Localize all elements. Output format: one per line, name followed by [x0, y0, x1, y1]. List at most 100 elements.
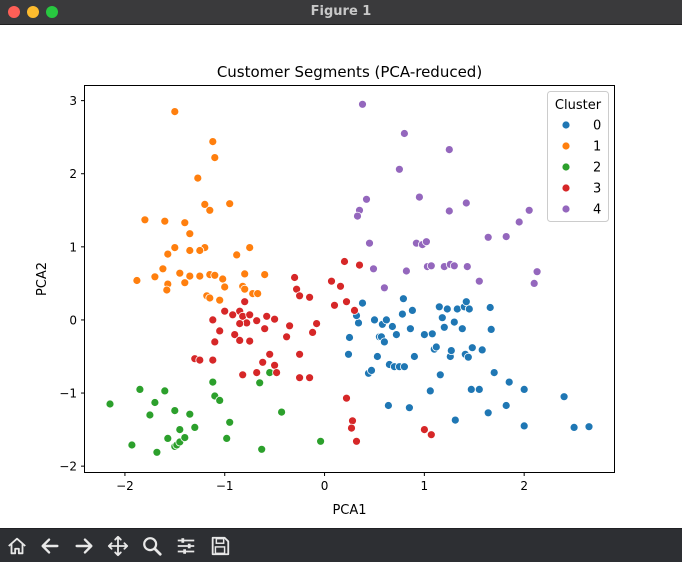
point-cluster-4-18	[369, 264, 378, 274]
point-cluster-2-3	[145, 410, 155, 420]
point-cluster-2-7	[163, 433, 173, 443]
point-cluster-1-33	[205, 293, 215, 303]
point-cluster-3-35	[285, 321, 295, 331]
chart-legend: Cluster 0 1 2 3 4	[547, 91, 609, 222]
point-cluster-0-40	[449, 317, 459, 327]
point-cluster-1-23	[210, 270, 220, 280]
point-cluster-0-1	[345, 333, 354, 342]
window-minimize-button[interactable]	[27, 6, 39, 18]
point-cluster-4-8	[444, 206, 454, 216]
point-cluster-3-27	[252, 316, 262, 326]
point-cluster-0-26	[407, 305, 417, 315]
point-cluster-2-12	[175, 425, 185, 435]
point-cluster-0-17	[387, 322, 397, 331]
point-cluster-3-4	[342, 297, 351, 307]
point-cluster-3-12	[308, 327, 318, 337]
point-cluster-1-34	[215, 295, 225, 305]
point-cluster-2-8	[170, 406, 180, 416]
point-cluster-0-57	[501, 401, 511, 410]
point-cluster-0-55	[486, 324, 496, 334]
point-cluster-3-18	[352, 436, 361, 446]
point-cluster-4-11	[514, 217, 524, 227]
point-cluster-4-26	[474, 276, 484, 286]
point-cluster-1-7	[205, 205, 215, 215]
forward-button[interactable]	[72, 534, 96, 558]
point-cluster-0-56	[489, 368, 499, 378]
back-button[interactable]	[38, 534, 62, 558]
y-tick-label: 2	[69, 167, 77, 181]
x-tick-label: 2	[520, 479, 528, 493]
point-cluster-1-8	[225, 199, 235, 209]
x-tick-label: −1	[216, 479, 234, 493]
pan-icon	[107, 535, 129, 557]
point-cluster-3-37	[220, 306, 230, 316]
point-cluster-0-29	[425, 386, 435, 396]
point-cluster-3-44	[210, 337, 220, 347]
legend-entries: 0 1 2 3 4	[561, 119, 601, 218]
figure-canvas[interactable]: Customer Segments (PCA-reduced) −2 −1 0 1 2 …	[0, 25, 682, 528]
legend-marker-4	[561, 204, 571, 214]
point-cluster-0-51	[474, 384, 484, 394]
point-cluster-1-17	[245, 243, 255, 253]
point-cluster-0-14	[381, 315, 391, 325]
point-cluster-1-24	[218, 274, 228, 284]
y-axis-label: PCA2	[35, 262, 50, 296]
point-cluster-3-29	[262, 311, 272, 321]
point-cluster-1-19	[175, 268, 185, 278]
point-cluster-4-2	[444, 145, 454, 154]
save-button[interactable]	[208, 534, 232, 558]
point-cluster-3-48	[238, 370, 248, 380]
pan-button[interactable]	[106, 534, 130, 558]
point-cluster-2-22	[257, 444, 267, 454]
point-cluster-3-11	[312, 319, 322, 329]
point-cluster-1-26	[260, 270, 270, 280]
point-cluster-2-13	[180, 433, 190, 443]
point-cluster-3-20	[419, 425, 429, 435]
point-cluster-0-59	[519, 384, 529, 394]
point-cluster-1-30	[162, 285, 172, 295]
point-cluster-0-50	[467, 343, 477, 353]
chart-title: Customer Segments (PCA-reduced)	[217, 63, 482, 81]
point-cluster-1-15	[195, 246, 205, 255]
point-cluster-0-21	[397, 309, 407, 319]
forward-arrow-icon	[75, 538, 93, 554]
point-cluster-2-16	[208, 377, 218, 387]
point-cluster-4-3	[394, 164, 404, 174]
point-cluster-1-13	[163, 249, 173, 259]
subplots-config-button[interactable]	[174, 534, 198, 558]
point-cluster-3-5	[350, 305, 359, 315]
point-cluster-0-15	[383, 401, 393, 410]
point-cluster-2-14	[185, 409, 195, 419]
window-maximize-button[interactable]	[46, 6, 58, 18]
point-cluster-4-6	[353, 211, 362, 221]
point-cluster-0-60	[519, 421, 529, 431]
point-cluster-3-31	[265, 349, 275, 359]
home-button[interactable]	[5, 534, 29, 558]
legend-marker-3	[561, 183, 571, 193]
point-cluster-4-0	[358, 99, 367, 109]
point-cluster-3-22	[240, 297, 250, 307]
point-cluster-0-39	[446, 346, 456, 356]
point-cluster-1-20	[185, 271, 195, 281]
point-cluster-0-23	[399, 362, 409, 372]
point-cluster-2-24	[277, 407, 287, 417]
point-cluster-3-41	[230, 330, 240, 340]
point-cluster-3-50	[258, 357, 268, 367]
point-cluster-0-7	[370, 315, 379, 325]
point-cluster-3-25	[245, 310, 255, 320]
point-cluster-0-48	[464, 304, 474, 314]
window-close-button[interactable]	[8, 6, 20, 18]
legend-label-1: 1	[593, 140, 601, 155]
point-cluster-0-4	[358, 298, 367, 308]
point-cluster-2-25	[316, 436, 326, 446]
point-cluster-0-58	[504, 377, 514, 387]
point-cluster-3-15	[295, 373, 305, 383]
y-axis-ticks: −2 −1 0 1 2 3	[59, 94, 85, 474]
point-cluster-2-2	[127, 440, 137, 450]
zoom-button[interactable]	[140, 534, 164, 558]
x-tick-label: 1	[421, 479, 429, 493]
point-cluster-3-10	[305, 292, 315, 302]
x-axis-ticks: −2 −1 0 1 2	[116, 472, 528, 493]
point-cluster-0-24	[404, 403, 414, 413]
point-cluster-0-53	[483, 408, 493, 418]
